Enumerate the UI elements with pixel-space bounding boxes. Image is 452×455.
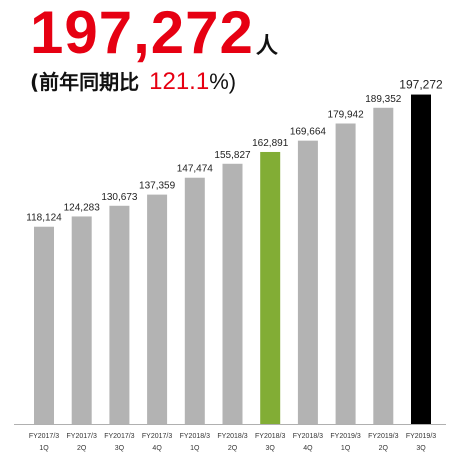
x-tick-label-11-year: FY2019/3 — [406, 433, 436, 440]
x-tick-label-6-quarter: 2Q — [228, 445, 238, 452]
x-tick-label-8-year: FY2018/3 — [293, 433, 323, 440]
x-tick-label-1-quarter: 1Q — [39, 445, 49, 452]
x-tick-label-5-quarter: 1Q — [190, 445, 200, 452]
value-label-1: 118,124 — [26, 213, 62, 224]
bar-10 — [373, 107, 394, 424]
value-label-8: 169,664 — [290, 127, 327, 138]
x-tick-label-5-year: FY2018/3 — [180, 433, 210, 440]
value-label-5: 147,474 — [177, 164, 214, 175]
headline-total: 197,272人 — [30, 0, 278, 67]
x-tick-label-8-quarter: 4Q — [303, 445, 313, 452]
total-users-value: 197,272 — [30, 0, 254, 66]
yoy-suffix: %) — [209, 69, 237, 94]
x-tick-label-7-quarter: 3Q — [266, 445, 276, 452]
x-tick-label-3-year: FY2017/3 — [104, 433, 134, 440]
value-label-2: 124,283 — [64, 202, 101, 213]
x-tick-label-1-year: FY2017/3 — [29, 433, 59, 440]
x-tick-label-6-year: FY2018/3 — [217, 433, 247, 440]
yoy-value: 121.1 — [149, 68, 210, 95]
bar-4 — [147, 194, 168, 424]
x-tick-label-4-quarter: 4Q — [152, 445, 162, 452]
x-tick-label-2-year: FY2017/3 — [67, 433, 97, 440]
bar-2 — [71, 216, 92, 424]
x-tick-label-4-year: FY2017/3 — [142, 433, 172, 440]
yoy-comparison: (前年同期比 121.1%) — [30, 66, 236, 96]
yoy-prefix: (前年同期比 — [30, 70, 140, 94]
value-label-4: 137,359 — [139, 181, 176, 192]
total-users-unit: 人 — [255, 34, 278, 59]
x-tick-label-10-quarter: 2Q — [379, 445, 389, 452]
x-tick-label-10-year: FY2019/3 — [368, 433, 398, 440]
bar-6 — [222, 163, 243, 424]
x-tick-label-9-quarter: 1Q — [341, 445, 351, 452]
x-tick-label-11-quarter: 3Q — [416, 445, 426, 452]
x-tick-label-7-year: FY2018/3 — [255, 433, 285, 440]
x-tick-label-9-year: FY2019/3 — [330, 433, 360, 440]
bar-5 — [184, 177, 205, 424]
x-tick-label-2-quarter: 2Q — [77, 445, 87, 452]
bar-7 — [260, 151, 281, 424]
bar-11 — [411, 94, 431, 425]
value-label-11: 197,272 — [399, 78, 443, 92]
bar-8 — [297, 140, 318, 424]
bar-1 — [34, 226, 54, 424]
value-label-10: 189,352 — [365, 94, 402, 105]
value-label-3: 130,673 — [101, 192, 138, 203]
value-label-6: 155,827 — [214, 150, 251, 161]
value-label-7: 162,891 — [252, 138, 289, 149]
x-tick-label-3-quarter: 3Q — [115, 445, 125, 452]
value-label-9: 179,942 — [328, 109, 365, 120]
bar-9 — [335, 123, 356, 424]
bar-3 — [109, 205, 130, 424]
